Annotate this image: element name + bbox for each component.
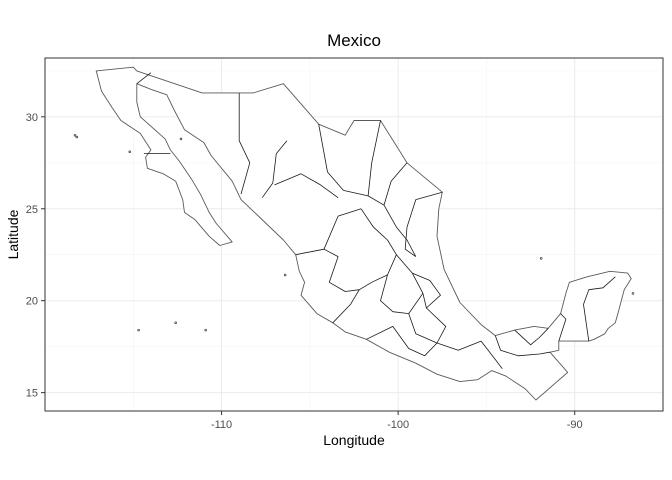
x-tick-label: -90 bbox=[567, 419, 583, 431]
state-border-line bbox=[318, 124, 369, 197]
state-border-line bbox=[367, 120, 385, 206]
state-border-line bbox=[238, 92, 251, 195]
island bbox=[539, 257, 543, 260]
x-axis-title: Longitude bbox=[323, 432, 385, 448]
island bbox=[128, 150, 132, 154]
x-axis: -110 -100 -90 bbox=[211, 411, 583, 431]
state-border-line bbox=[136, 72, 152, 85]
map-title: Mexico bbox=[327, 31, 381, 50]
state-border-line bbox=[366, 326, 438, 357]
state-border-line bbox=[261, 140, 288, 198]
state-border-line bbox=[360, 208, 397, 255]
mexico-country-outline bbox=[95, 66, 632, 401]
y-axis-title: Latitude bbox=[5, 209, 21, 259]
island bbox=[631, 292, 635, 295]
island bbox=[283, 273, 287, 277]
y-tick-label: 25 bbox=[26, 204, 38, 216]
x-tick-label: -110 bbox=[211, 419, 232, 431]
y-tick-label: 15 bbox=[26, 388, 38, 400]
state-border-line bbox=[380, 254, 424, 314]
state-border-line bbox=[494, 335, 551, 357]
island bbox=[179, 137, 183, 141]
state-border-line bbox=[436, 340, 503, 369]
y-tick-label: 30 bbox=[26, 112, 38, 124]
islands bbox=[73, 133, 635, 332]
state-borders bbox=[136, 72, 616, 369]
island bbox=[204, 328, 207, 332]
x-tick-label: -100 bbox=[387, 419, 409, 431]
country-outline bbox=[95, 66, 632, 401]
island bbox=[75, 135, 79, 139]
panel-border bbox=[44, 57, 664, 412]
state-border-line bbox=[332, 289, 360, 324]
state-border-line bbox=[383, 162, 417, 257]
state-border-line bbox=[558, 313, 567, 342]
island bbox=[174, 321, 177, 325]
state-border-line bbox=[323, 208, 362, 250]
y-tick-label: 20 bbox=[26, 296, 38, 308]
state-border-line bbox=[583, 276, 616, 342]
y-axis: 15 20 25 30 bbox=[26, 112, 45, 400]
state-border-line bbox=[274, 173, 339, 199]
island bbox=[137, 328, 140, 332]
state-border-line bbox=[412, 272, 441, 309]
island bbox=[73, 133, 77, 137]
state-border-line bbox=[514, 328, 549, 346]
state-border-line bbox=[295, 248, 339, 283]
state-border-line bbox=[404, 191, 443, 257]
